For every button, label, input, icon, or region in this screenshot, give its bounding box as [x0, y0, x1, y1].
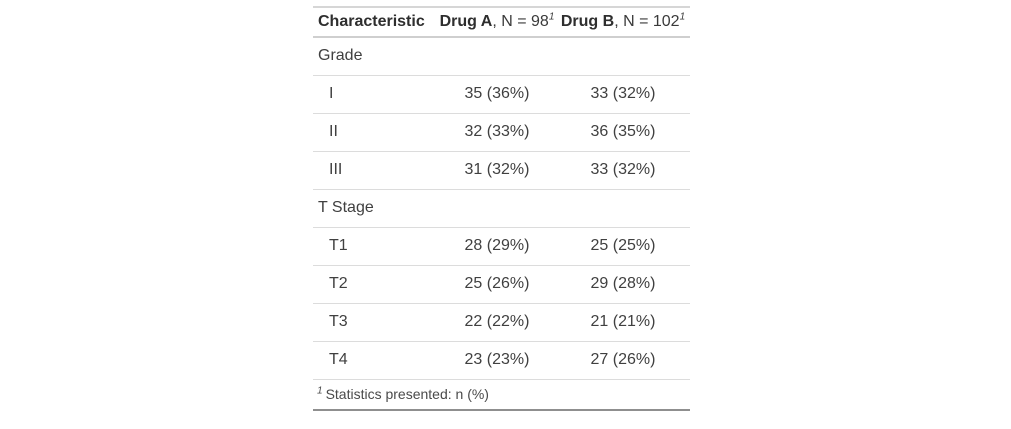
table-row-t-stage: T Stage [313, 189, 690, 228]
row-label: T3 [313, 303, 438, 342]
table-row-grade: Grade [313, 37, 690, 76]
footnote-mark: 1 [548, 11, 555, 23]
stat-drug-a: 23 (23%) [438, 341, 556, 380]
header-row: Characteristic Drug A, N = 981 Drug B, N… [313, 7, 690, 38]
table-body: Grade I 35 (36%) 33 (32%) II 32 (33%) 36… [313, 37, 690, 380]
stat-drug-a: 25 (26%) [438, 265, 556, 304]
table-row-grade-3: III 31 (32%) 33 (32%) [313, 151, 690, 190]
table-row-grade-2: II 32 (33%) 36 (35%) [313, 113, 690, 152]
footnote-mark: 1 [679, 11, 686, 23]
column-header-drug-a: Drug A, N = 981 [438, 7, 556, 38]
footnote-cell: 1 Statistics presented: n (%) [313, 379, 690, 410]
stat-drug-a: 31 (32%) [438, 151, 556, 190]
row-label: T4 [313, 341, 438, 380]
stat-drug-b: 21 (21%) [556, 303, 690, 342]
table-header: Characteristic Drug A, N = 981 Drug B, N… [313, 7, 690, 38]
footnote-row: 1 Statistics presented: n (%) [313, 379, 690, 410]
summary-table: Characteristic Drug A, N = 981 Drug B, N… [313, 6, 690, 411]
stat-drug-b: 36 (35%) [556, 113, 690, 152]
stat-drug-a: 28 (29%) [438, 227, 556, 266]
stat-drug-b [556, 189, 690, 228]
stat-drug-b: 27 (26%) [556, 341, 690, 380]
stat-drug-b [556, 37, 690, 76]
table-footer: 1 Statistics presented: n (%) [313, 379, 690, 410]
footnote-mark: 1 [317, 385, 323, 397]
stat-drug-a [438, 37, 556, 76]
stat-drug-b: 29 (28%) [556, 265, 690, 304]
stat-drug-a [438, 189, 556, 228]
row-label: III [313, 151, 438, 190]
table-row-t4: T4 23 (23%) 27 (26%) [313, 341, 690, 380]
stat-drug-a: 22 (22%) [438, 303, 556, 342]
table-row-t1: T1 28 (29%) 25 (25%) [313, 227, 690, 266]
drug-b-n: , N = 102 [614, 13, 680, 30]
footnote-text: Statistics presented: n (%) [325, 386, 489, 403]
stat-drug-b: 25 (25%) [556, 227, 690, 266]
row-label: II [313, 113, 438, 152]
row-label: T1 [313, 227, 438, 266]
row-label: I [313, 75, 438, 114]
column-header-characteristic: Characteristic [313, 7, 438, 38]
table-row-t2: T2 25 (26%) 29 (28%) [313, 265, 690, 304]
row-label: Grade [313, 37, 438, 76]
table-row-grade-1: I 35 (36%) 33 (32%) [313, 75, 690, 114]
column-header-drug-b: Drug B, N = 1021 [556, 7, 690, 38]
drug-a-n: , N = 98 [492, 13, 549, 30]
stat-drug-b: 33 (32%) [556, 75, 690, 114]
stat-drug-a: 32 (33%) [438, 113, 556, 152]
drug-a-name: Drug A [439, 13, 493, 30]
drug-b-name: Drug B [560, 13, 615, 30]
table-row-t3: T3 22 (22%) 21 (21%) [313, 303, 690, 342]
row-label: T Stage [313, 189, 438, 228]
summary-table-container: Characteristic Drug A, N = 981 Drug B, N… [313, 6, 690, 411]
stat-drug-b: 33 (32%) [556, 151, 690, 190]
stat-drug-a: 35 (36%) [438, 75, 556, 114]
row-label: T2 [313, 265, 438, 304]
